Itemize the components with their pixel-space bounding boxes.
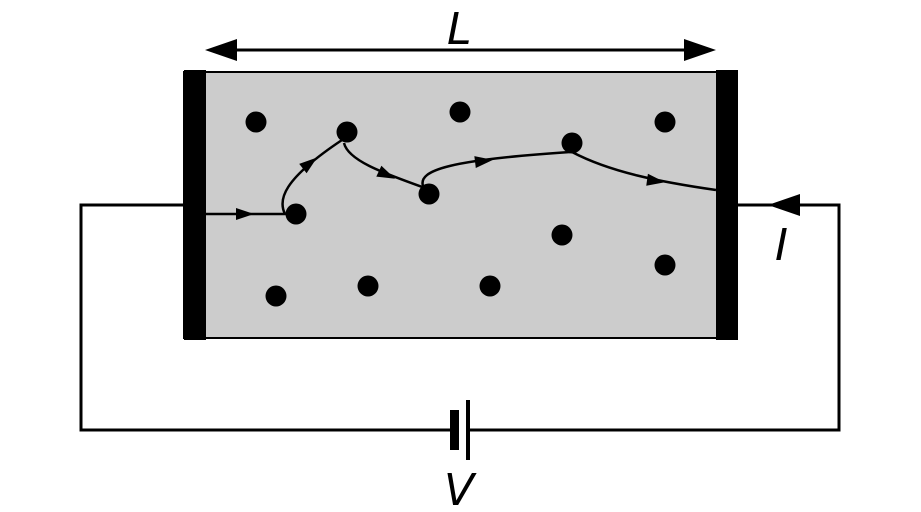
atom	[654, 111, 676, 133]
voltage-label: V	[444, 465, 477, 512]
path-arrow-icon	[376, 165, 396, 179]
electron-path	[206, 138, 717, 216]
length-arrow	[205, 39, 716, 61]
path-arrow-icon	[474, 156, 493, 169]
path-arrow-icon	[299, 157, 318, 174]
path-arrows	[236, 156, 665, 220]
path-arrow-icon	[646, 173, 665, 186]
atom	[479, 275, 501, 297]
atom	[561, 132, 583, 154]
left-electrode	[184, 70, 206, 340]
path-arrow-icon	[236, 208, 254, 220]
atom	[265, 285, 287, 307]
atoms	[245, 101, 676, 307]
current-label: I	[775, 220, 788, 271]
atom	[245, 111, 267, 133]
right-electrode	[716, 70, 738, 340]
atom	[654, 254, 676, 276]
atom	[285, 203, 307, 225]
atom	[418, 183, 440, 205]
battery	[450, 400, 470, 460]
atom	[449, 101, 471, 123]
atom	[336, 121, 358, 143]
length-label: L	[447, 4, 472, 55]
atom	[357, 275, 379, 297]
atom	[551, 224, 573, 246]
current-arrow-icon	[768, 194, 800, 216]
